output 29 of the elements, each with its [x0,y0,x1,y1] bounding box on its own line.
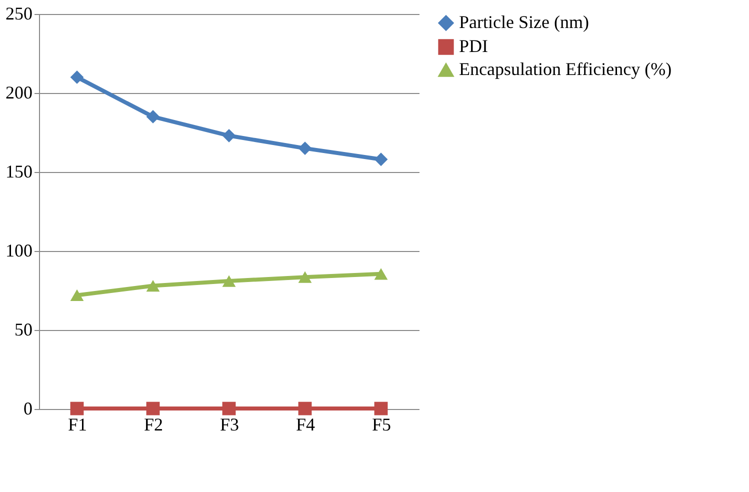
y-tick-label: 50 [14,320,32,340]
point [374,152,388,166]
point [146,402,160,416]
x-tick-label: F3 [220,414,240,434]
x-tick-label: F2 [144,414,164,434]
y-tick-label: 100 [6,240,32,260]
point [222,128,236,142]
point [222,402,236,416]
point [146,110,160,124]
point [298,271,312,283]
legend-label: Particle Size (nm) [459,12,589,32]
point [70,289,84,302]
point [298,402,312,416]
legend-label: Encapsulation Efficiency (%) [459,59,672,79]
point [146,280,160,292]
y-tick-label: 150 [6,162,32,182]
y-tick-label: 250 [6,4,32,24]
x-tick-label: F5 [372,414,392,434]
point [298,142,312,156]
point [222,275,236,287]
point [374,268,388,280]
point [70,70,84,84]
legend-label: PDI [459,36,488,56]
x-tick-label: F1 [68,414,88,434]
y-tick-label: 0 [24,398,32,418]
point [374,402,388,416]
y-tick-label: 200 [6,82,32,102]
point [70,402,84,416]
x-tick-label: F4 [296,414,316,434]
